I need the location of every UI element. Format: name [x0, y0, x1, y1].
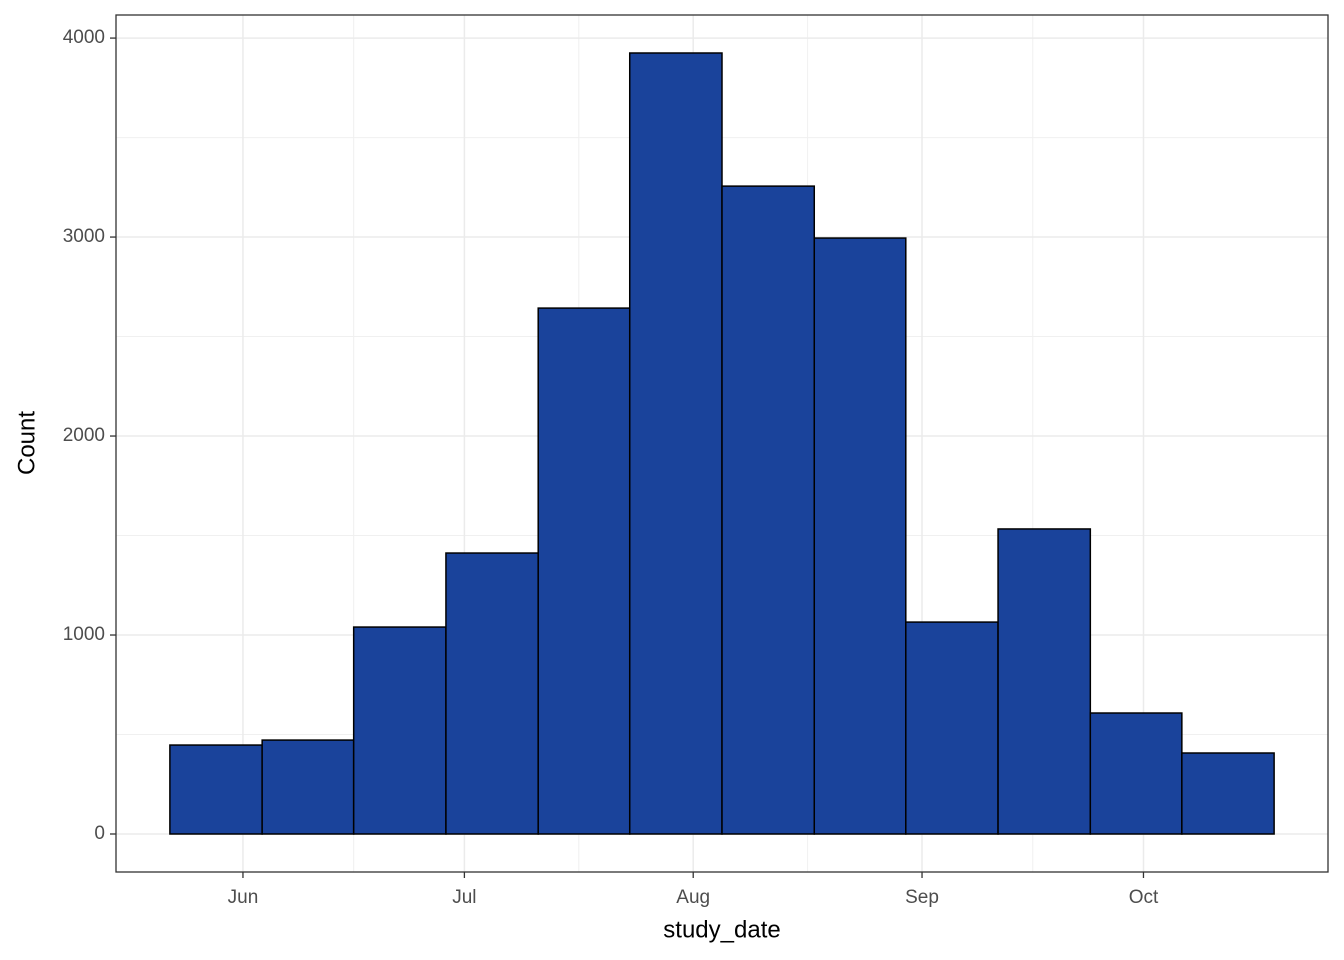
x-axis-title: study_date — [663, 916, 780, 943]
axes: 0 1000 2000 3000 4000 Jun Jul Aug Sep Oct — [63, 27, 1159, 908]
bar — [628, 52, 723, 835]
bar — [169, 744, 263, 835]
bar — [1181, 752, 1275, 835]
x-tick-label: Aug — [676, 887, 710, 908]
y-axis-title: Count — [13, 411, 40, 475]
bar — [261, 739, 355, 835]
bar — [537, 307, 631, 835]
panel-border — [115, 14, 1329, 873]
bar — [997, 528, 1092, 835]
x-tick-label: Sep — [905, 887, 939, 908]
bar — [721, 185, 816, 835]
y-tick-label: 2000 — [63, 425, 105, 446]
y-tick-label: 4000 — [63, 27, 105, 48]
bar — [813, 237, 907, 835]
bar — [1089, 712, 1183, 835]
bar — [352, 626, 447, 835]
y-tick-label: 1000 — [63, 624, 105, 645]
x-tick-label: Oct — [1129, 887, 1159, 908]
x-tick-label: Jul — [452, 887, 476, 908]
y-tick-label: 3000 — [63, 226, 105, 247]
y-tick-label: 0 — [94, 823, 105, 844]
bar — [905, 621, 999, 835]
bar — [445, 552, 539, 835]
x-tick-label: Jun — [228, 887, 259, 908]
bars — [169, 52, 1275, 835]
